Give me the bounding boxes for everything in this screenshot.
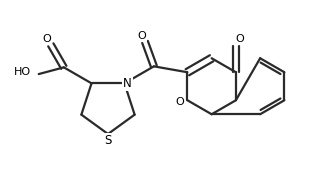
Text: HO: HO — [14, 67, 31, 77]
Text: O: O — [42, 34, 51, 44]
Text: S: S — [104, 135, 112, 148]
Text: O: O — [138, 31, 146, 41]
Text: N: N — [123, 77, 132, 90]
Text: O: O — [236, 34, 244, 44]
Text: O: O — [175, 97, 184, 107]
